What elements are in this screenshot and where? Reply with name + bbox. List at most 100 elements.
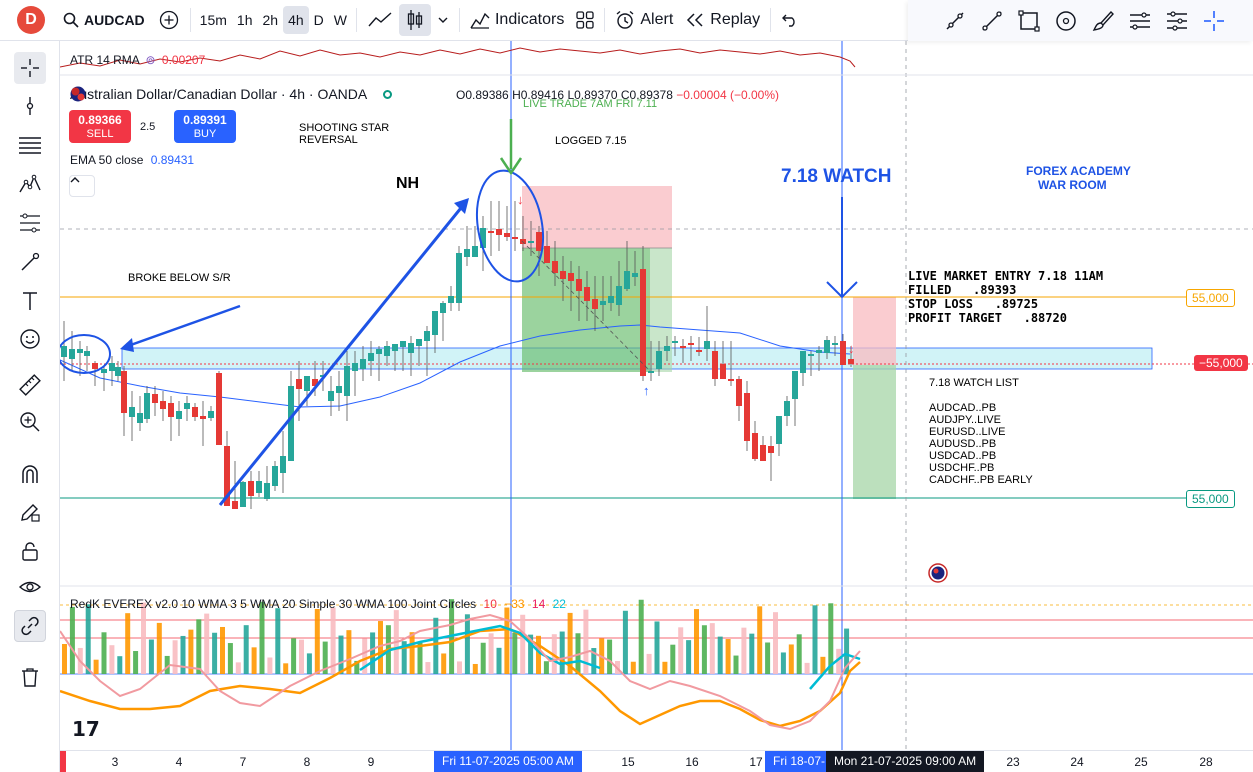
watchlist-item[interactable]: AUDCAD..PB	[929, 402, 997, 414]
candle-body[interactable]	[115, 367, 121, 376]
candle-body[interactable]	[352, 363, 358, 371]
candle-body[interactable]	[728, 379, 734, 381]
candle-body[interactable]	[400, 341, 406, 347]
note-entry-1[interactable]: LIVE MARKET ENTRY 7.18 11AM	[908, 269, 1104, 283]
candle-body[interactable]	[184, 403, 190, 409]
timeframe-4h[interactable]: 4h	[283, 6, 309, 34]
candle-body[interactable]	[720, 364, 726, 379]
brush-tool[interactable]	[1084, 1, 1121, 41]
symbol-legend[interactable]: Australian Dollar/Canadian Dollar · 4h ·…	[70, 86, 393, 102]
candle-body[interactable]	[121, 371, 127, 413]
candle-body[interactable]	[688, 343, 694, 345]
candle-body[interactable]	[101, 369, 107, 373]
candle-body[interactable]	[336, 386, 342, 393]
candle-body[interactable]	[328, 391, 334, 401]
candle-body[interactable]	[592, 299, 598, 309]
note-reversal[interactable]: REVERSAL	[299, 134, 358, 146]
candle-body[interactable]	[448, 296, 454, 303]
candle-body[interactable]	[648, 371, 654, 373]
ema-legend[interactable]: EMA 50 close 0.89431	[70, 153, 194, 167]
atr-legend[interactable]: ATR 14 RMA ⊚ 0.00207	[70, 53, 205, 67]
candle-body[interactable]	[176, 411, 182, 419]
undo-button[interactable]	[775, 4, 805, 36]
pitchfork-tool[interactable]	[14, 168, 46, 200]
user-avatar[interactable]: D	[17, 6, 45, 34]
stop-loss-zone-1[interactable]	[522, 186, 672, 248]
price-label-upper[interactable]: 55,000	[1186, 289, 1235, 307]
ray-tool[interactable]	[973, 1, 1010, 41]
candle-body[interactable]	[224, 446, 230, 506]
watchlist-item[interactable]: CADCHF..PB EARLY	[929, 474, 1033, 486]
candle-body[interactable]	[69, 349, 75, 359]
candle-body[interactable]	[672, 341, 678, 343]
channel-tool[interactable]	[14, 129, 46, 161]
candle-body[interactable]	[137, 413, 143, 423]
note-watchlist-title[interactable]: 7.18 WATCH LIST	[929, 377, 1019, 389]
candle-body[interactable]	[288, 386, 294, 461]
timeframe-1h[interactable]: 1h	[236, 12, 253, 28]
lock-drawing-tool[interactable]	[14, 496, 46, 528]
emoji-tool[interactable]	[14, 323, 46, 355]
candle-body[interactable]	[816, 350, 822, 353]
text-tool[interactable]	[14, 285, 46, 317]
candle-body[interactable]	[61, 346, 67, 357]
candle-body[interactable]	[77, 349, 83, 353]
candle-body[interactable]	[696, 350, 702, 352]
zoom-tool[interactable]	[14, 406, 46, 438]
candle-body[interactable]	[840, 341, 846, 365]
candle-body[interactable]	[656, 351, 662, 369]
candle-body[interactable]	[392, 344, 398, 351]
stop-loss-zone-2[interactable]	[853, 297, 896, 365]
candle-body[interactable]	[576, 279, 582, 291]
chart-type-dropdown[interactable]	[431, 4, 455, 36]
profit-zone-1-dark[interactable]	[522, 248, 650, 372]
candle-body[interactable]	[312, 379, 318, 386]
trendline-tool[interactable]	[936, 1, 973, 41]
candle-body[interactable]	[168, 403, 174, 417]
candles-button[interactable]	[398, 4, 431, 36]
fib-left-tool[interactable]	[14, 207, 46, 239]
watchlist-item[interactable]: USDCAD..PB	[929, 450, 997, 462]
candle-body[interactable]	[344, 366, 350, 396]
candle-body[interactable]	[304, 376, 310, 391]
candle-body[interactable]	[632, 273, 638, 277]
note-entry-3[interactable]: STOP LOSS .89725	[908, 297, 1039, 311]
candle-body[interactable]	[248, 481, 254, 496]
candle-body[interactable]	[272, 466, 278, 486]
candle-body[interactable]	[568, 273, 574, 281]
candle-body[interactable]	[92, 363, 98, 369]
candle-body[interactable]	[208, 411, 214, 418]
candle-body[interactable]	[704, 341, 710, 349]
symbol-search[interactable]: AUDCAD	[63, 0, 152, 41]
candle-body[interactable]	[440, 303, 446, 313]
candle-body[interactable]	[560, 271, 566, 279]
candle-body[interactable]	[84, 351, 90, 356]
lock-tool[interactable]	[14, 535, 46, 567]
settings-icon[interactable]: ⊚	[145, 53, 156, 67]
compare-button[interactable]	[152, 0, 186, 41]
candle-body[interactable]	[432, 311, 438, 335]
note-nh[interactable]: NH	[396, 175, 420, 192]
chart-canvas[interactable]: ↓ ↓ ↑	[60, 41, 1253, 750]
candle-body[interactable]	[152, 394, 158, 403]
candle-body[interactable]	[608, 296, 614, 303]
sell-button[interactable]: 0.89366 SELL	[69, 110, 131, 143]
candle-body[interactable]	[848, 359, 854, 364]
profit-zone-1-light[interactable]	[650, 248, 672, 372]
candle-body[interactable]	[752, 433, 758, 459]
measure-tool[interactable]	[14, 369, 46, 401]
candle-body[interactable]	[736, 379, 742, 406]
candle-body[interactable]	[680, 346, 686, 348]
candle-body[interactable]	[664, 346, 670, 351]
candle-body[interactable]	[584, 287, 590, 301]
candle-body[interactable]	[600, 301, 606, 305]
magnet-tool[interactable]	[14, 458, 46, 490]
candle-body[interactable]	[192, 407, 198, 417]
candle-body[interactable]	[472, 246, 478, 257]
note-shooting-star[interactable]: SHOOTING STAR	[299, 122, 390, 134]
candle-body[interactable]	[416, 339, 422, 346]
candle-body[interactable]	[712, 351, 718, 379]
alert-button[interactable]: Alert	[609, 4, 679, 36]
candle-body[interactable]	[129, 407, 135, 417]
candle-body[interactable]	[512, 237, 518, 239]
